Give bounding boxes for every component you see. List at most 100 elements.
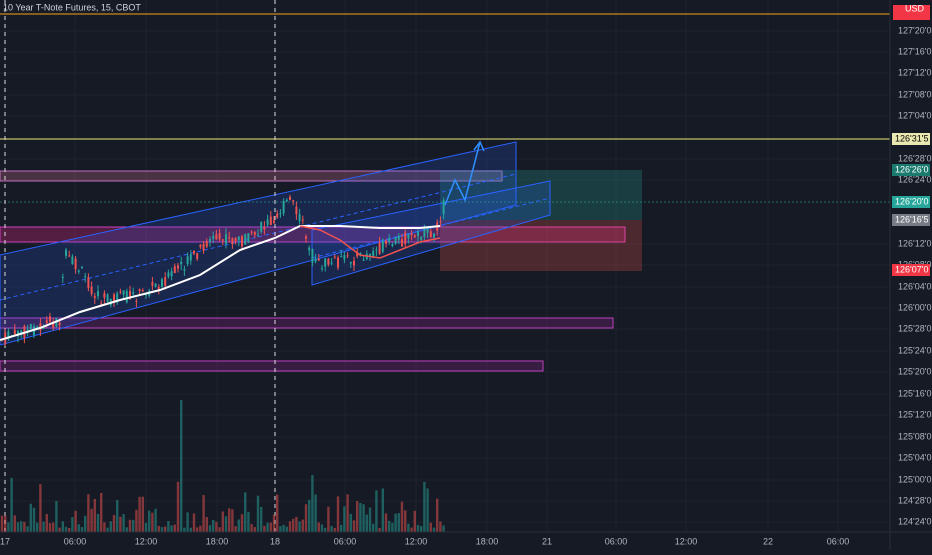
candle-body bbox=[164, 277, 167, 286]
volume-bar bbox=[356, 500, 359, 532]
time-label: 06:00 bbox=[64, 536, 87, 546]
volume-bar bbox=[308, 499, 311, 532]
candle-body bbox=[381, 241, 384, 252]
volume-bar bbox=[228, 508, 231, 532]
candle-body bbox=[343, 255, 346, 260]
volume-bar bbox=[288, 521, 292, 532]
channel-mid bbox=[0, 173, 517, 301]
volume-bar bbox=[269, 522, 272, 532]
price-badge bbox=[892, 164, 930, 176]
volume-bar bbox=[58, 527, 61, 532]
candle-body bbox=[84, 276, 87, 278]
volume-bar bbox=[231, 509, 234, 532]
price-badge bbox=[892, 133, 930, 145]
candle-body bbox=[132, 292, 135, 294]
price-label: 125'16'0 bbox=[898, 388, 931, 398]
price-label: 124'24'0 bbox=[898, 516, 931, 526]
candle-body bbox=[353, 260, 355, 266]
currency[interactable]: USD bbox=[905, 3, 925, 13]
moving-average bbox=[299, 225, 441, 259]
volume-bar bbox=[144, 522, 148, 532]
candle-body bbox=[234, 237, 237, 242]
candle-body bbox=[241, 236, 243, 247]
volume-bar bbox=[436, 498, 439, 532]
price-label: 127'20'0 bbox=[898, 25, 931, 35]
price-label: 125'28'0 bbox=[898, 323, 931, 333]
volume-bar bbox=[362, 504, 365, 532]
volume-bar bbox=[192, 513, 196, 532]
price-label: 125'20'0 bbox=[898, 366, 931, 376]
price-badge bbox=[892, 196, 930, 208]
price-label: 126'28'0 bbox=[898, 153, 931, 163]
volume-bar bbox=[87, 494, 90, 532]
volume-bar bbox=[279, 526, 282, 532]
volume-bar bbox=[151, 512, 154, 532]
candle-body bbox=[442, 200, 445, 214]
volume-bar bbox=[304, 504, 308, 532]
volume-bar bbox=[167, 521, 170, 532]
candle-body bbox=[244, 234, 247, 245]
candle-body bbox=[282, 201, 285, 214]
price-badge-label: 126'20'0 bbox=[895, 196, 928, 206]
volume-bar bbox=[400, 501, 404, 532]
candle-body bbox=[253, 231, 256, 235]
volume-bar bbox=[336, 496, 340, 532]
candle-body bbox=[308, 247, 311, 251]
volume-bar bbox=[26, 526, 29, 532]
volume-bar bbox=[180, 400, 183, 532]
candle-body bbox=[410, 233, 413, 235]
candle-body bbox=[74, 258, 77, 270]
price-label: 124'28'0 bbox=[898, 495, 931, 505]
candle-body bbox=[183, 269, 186, 271]
candle-body bbox=[321, 268, 323, 270]
candle-body bbox=[189, 254, 192, 261]
candle-body bbox=[49, 316, 51, 322]
volume-bar bbox=[157, 525, 160, 532]
candle-body bbox=[138, 289, 141, 291]
volume-bar bbox=[413, 510, 416, 532]
volume-bar bbox=[240, 514, 244, 532]
candle-body bbox=[324, 258, 327, 267]
candle-body bbox=[429, 231, 432, 237]
price-badge-label: 126'16'5 bbox=[895, 214, 928, 224]
volume-bar bbox=[148, 510, 151, 532]
volume-bar bbox=[208, 525, 212, 532]
volume-bar bbox=[154, 508, 157, 532]
candle-body bbox=[218, 233, 221, 240]
volume-bar bbox=[109, 521, 112, 532]
volume-bar bbox=[221, 511, 224, 532]
volume-bar bbox=[13, 515, 16, 532]
volume-bar bbox=[141, 496, 144, 532]
volume-bar bbox=[4, 515, 7, 532]
volume-bar bbox=[55, 500, 58, 532]
candle-body bbox=[58, 322, 61, 326]
volume-bar bbox=[160, 527, 164, 532]
time-label: 12:00 bbox=[135, 536, 158, 546]
volume-bar bbox=[416, 524, 420, 532]
candle-body bbox=[129, 291, 131, 300]
price-label: 126'24'0 bbox=[898, 174, 931, 184]
price-label: 125'08'0 bbox=[898, 431, 931, 441]
candle-body bbox=[346, 255, 349, 257]
volume-bar bbox=[119, 516, 122, 532]
candle-body bbox=[77, 270, 80, 272]
candle-body bbox=[349, 262, 352, 264]
volume-bar bbox=[439, 521, 442, 532]
volume-bar bbox=[164, 526, 167, 532]
volume-bar bbox=[138, 496, 141, 532]
volume-bar bbox=[343, 506, 346, 532]
zone bbox=[0, 170, 503, 182]
candle-body bbox=[327, 258, 330, 265]
candle-body bbox=[311, 248, 314, 263]
candle-body bbox=[81, 266, 83, 268]
volume-bar bbox=[394, 513, 397, 532]
volume-bar bbox=[324, 527, 327, 532]
candle-body bbox=[196, 253, 199, 260]
candle-body bbox=[295, 206, 298, 215]
candle-body bbox=[369, 254, 371, 257]
candle-body bbox=[439, 221, 442, 223]
volume-bar bbox=[100, 492, 103, 532]
zone bbox=[0, 317, 614, 329]
volume-bar bbox=[311, 475, 314, 532]
time-label: 22 bbox=[763, 536, 773, 546]
